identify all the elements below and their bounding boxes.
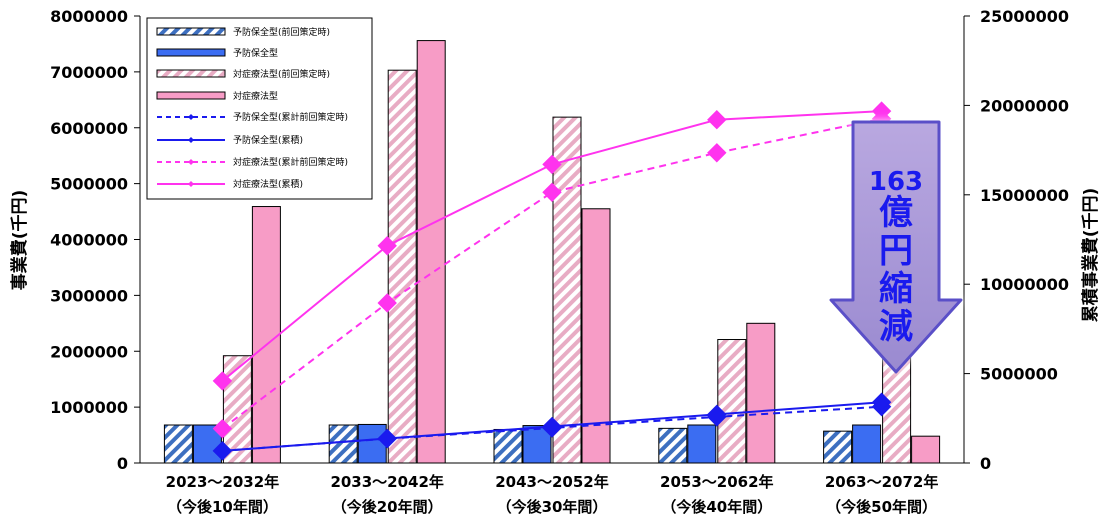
left-tick-label: 5000000: [50, 175, 128, 194]
bar: [251, 206, 281, 464]
legend-swatch: [156, 91, 226, 100]
bar: [416, 40, 446, 464]
line-point: [871, 101, 892, 121]
x-tick-sublabel: （今後50年間）: [826, 498, 937, 516]
line-point: [212, 371, 233, 391]
x-tick-label: 2023～2032年: [166, 473, 280, 491]
legend-label: 予防保全型(累積): [233, 134, 303, 146]
bar: [658, 427, 688, 464]
left-tick-label: 3000000: [50, 286, 128, 305]
legend-label: 対症療法型: [233, 90, 278, 102]
bar: [357, 423, 387, 464]
left-tick-label: 1000000: [50, 398, 128, 417]
left-tick-label: 0: [117, 454, 128, 473]
line-point: [377, 236, 397, 256]
legend-label: 対症療法型(前回策定時): [233, 68, 330, 80]
x-tick-label: 2043～2052年: [495, 473, 609, 491]
line-point: [377, 428, 397, 449]
line-point: [542, 154, 562, 175]
x-tick-sublabel: （今後40年間）: [661, 498, 772, 516]
bar: [222, 355, 252, 464]
right-tick-label: 5000000: [980, 365, 1058, 384]
bar: [387, 69, 417, 464]
bar: [552, 116, 582, 464]
x-tick-label: 2053～2062年: [660, 473, 774, 491]
legend-marker: [188, 159, 194, 165]
right-tick-label: 0: [980, 454, 991, 473]
line-point: [871, 392, 892, 412]
legend-swatch: [156, 48, 226, 57]
bar: [852, 424, 882, 464]
legend-label: 予防保全型: [233, 47, 278, 59]
line-point: [377, 293, 397, 313]
bar: [746, 322, 776, 464]
bar: [687, 424, 717, 464]
axes: 0 1000000 2000000 3000000 4000000 5000000 6000…: [9, 7, 1101, 516]
line-point: [542, 182, 562, 203]
left-tick-label: 4000000: [50, 231, 128, 250]
down-arrow-shape: [829, 120, 963, 374]
bar: [823, 430, 853, 464]
left-tick-label: 2000000: [50, 342, 128, 361]
left-tick-label: 8000000: [50, 7, 128, 26]
series-line: [221, 117, 882, 430]
bar: [163, 424, 193, 464]
x-tick-sublabel: （今後10年間）: [167, 498, 278, 516]
line-point: [707, 109, 727, 130]
legend-swatch: [156, 27, 226, 36]
x-tick-sublabel: （今後30年間）: [497, 498, 608, 516]
line-point: [542, 416, 562, 437]
right-tick-label: 10000000: [980, 275, 1069, 294]
line-point: [212, 418, 233, 439]
line-point: [212, 441, 233, 461]
right-tick-label: 25000000: [980, 7, 1069, 26]
right-tick-label: 20000000: [980, 96, 1069, 115]
annotation-text: 億: [879, 193, 913, 233]
annotation-text: 円: [879, 231, 913, 271]
legend-marker: [188, 137, 194, 143]
left-tick-label: 6000000: [50, 119, 128, 138]
bar: [493, 428, 523, 464]
annotation-text: 減: [879, 307, 913, 347]
legend-label: 対症療法型(累計前回策定時): [233, 156, 348, 168]
cumulative-lines: [212, 101, 892, 461]
x-tick-label: 2063～2072年: [825, 473, 939, 491]
bars: [163, 40, 941, 464]
bar: [911, 435, 941, 464]
legend-box: [146, 17, 373, 200]
left-axis-title: 事業費(千円): [9, 190, 30, 291]
x-tick-sublabel: （今後20年間）: [332, 498, 443, 516]
legend-label: 予防保全型(累計前回策定時): [233, 111, 348, 123]
legend-label: 予防保全型(前回策定時): [233, 26, 330, 38]
line-point: [707, 404, 727, 425]
left-tick-label: 7000000: [50, 63, 128, 82]
bar: [717, 339, 747, 464]
legend-marker: [188, 114, 194, 120]
x-tick-label: 2033～2042年: [330, 473, 444, 491]
bar: [328, 424, 358, 464]
annotation-text: 縮: [879, 269, 913, 309]
bar: [581, 208, 611, 464]
line-point: [707, 143, 727, 163]
legend-swatch: [156, 69, 226, 78]
legend-label: 対症療法型(累積): [233, 178, 303, 190]
legend-marker: [188, 181, 194, 187]
annotation-text: 163: [869, 167, 923, 197]
right-axis-title: 累積事業費(千円): [1080, 188, 1101, 323]
right-tick-label: 15000000: [980, 186, 1069, 205]
